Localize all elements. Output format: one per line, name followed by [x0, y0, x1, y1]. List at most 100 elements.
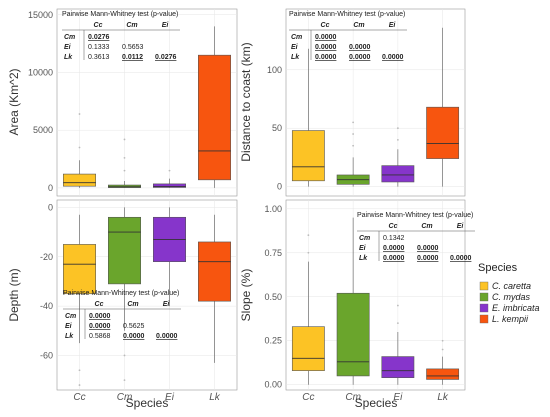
box-body — [198, 241, 232, 302]
pvalue-cell: 0.0000 — [383, 245, 405, 252]
outlier-point — [78, 369, 81, 372]
outlier-point — [78, 113, 81, 115]
x-tick-label: Cc — [302, 392, 314, 403]
pvalue-table-title: Pairwise Mann-Whitney test (p-value) — [357, 212, 473, 219]
pvalue-col-header: Ei — [163, 301, 171, 308]
y-tick-label: 0.75 — [264, 248, 282, 258]
pvalue-table-title: Pairwise Mann-Whitney test (p-value) — [62, 11, 178, 18]
outlier-point — [352, 121, 355, 124]
pvalue-col-header: Cc — [389, 223, 398, 230]
pvalue-cell: 0.5868 — [89, 333, 111, 340]
y-tick-label: 50 — [272, 123, 282, 133]
outlier-point — [168, 169, 171, 172]
outlier-point — [396, 127, 399, 130]
box-Cm — [336, 217, 370, 385]
pvalue-row-label: Cm — [359, 235, 370, 242]
panel-4: 0.00 0.25 0.50 0.75 1.00 Slope (%) Cc Cm Ei Lk Spe… — [239, 199, 475, 410]
box-body — [291, 130, 325, 182]
x-axis-label: Species — [355, 396, 398, 410]
y-axis-label-text: Area (Km — [7, 85, 21, 136]
legend-label: L. kempii — [492, 314, 529, 324]
panel-2: 0 50 100 Distance to coast (km) Pairwise Man… — [239, 8, 466, 197]
x-tick-label: Cm — [345, 392, 361, 403]
pvalue-row-label: Ei — [359, 245, 367, 252]
pvalue-cell: 0.0000 — [349, 44, 371, 51]
outlier-point — [441, 348, 444, 351]
box-body — [108, 216, 142, 285]
pvalue-cell: 0.0000 — [89, 313, 111, 320]
y-axis-label-text: ) — [7, 69, 21, 73]
pvalue-col-header: Ei — [457, 223, 465, 230]
pvalue-row-label: Cm — [65, 313, 76, 320]
box-Cm — [336, 121, 370, 187]
box-Ei — [153, 207, 187, 307]
legend-swatch-Cc — [479, 281, 489, 291]
pvalue-row-label: Ei — [65, 323, 73, 330]
pvalue-cell: 0.0000 — [417, 245, 439, 252]
pvalue-cell: 0.0000 — [349, 54, 371, 61]
pvalue-row-label: Lk — [65, 333, 74, 340]
y-tick-label: 1.00 — [264, 204, 282, 214]
pvalue-cell: 0.5653 — [122, 44, 144, 51]
legend-swatch-Ei — [479, 303, 489, 313]
box-Ei — [381, 127, 415, 187]
box-Lk — [198, 214, 232, 363]
x-tick-label: Cm — [117, 392, 133, 403]
x-axis-label: Species — [126, 396, 169, 410]
pvalue-row-label: Lk — [359, 255, 368, 262]
x-tick-label: Lk — [437, 392, 449, 403]
outlier-point — [396, 304, 399, 307]
outlier-point — [78, 146, 81, 149]
outlier-point — [123, 169, 126, 172]
pvalue-row-label: Cm — [64, 34, 75, 41]
y-tick-label: 0.50 — [264, 292, 282, 302]
pvalue-row-label: Ei — [291, 44, 299, 51]
outlier-point — [307, 251, 310, 254]
outlier-point — [123, 138, 126, 141]
pvalue-cell: 0.0000 — [417, 255, 439, 262]
box-Ei — [381, 304, 415, 385]
box-Cm — [108, 207, 142, 382]
y-axis-label: Depth (m) — [7, 268, 21, 321]
box-body — [153, 183, 187, 188]
outlier-point — [441, 339, 444, 342]
pvalue-col-header: Ei — [162, 22, 170, 29]
y-tick-label: 15000 — [28, 10, 53, 20]
box-body — [381, 165, 415, 183]
y-axis-label-text: ^2 — [7, 72, 21, 85]
outlier-point — [123, 157, 126, 159]
legend-title: Species — [478, 262, 518, 274]
x-tick-label: Lk — [209, 392, 221, 403]
pvalue-cell: 0.0000 — [123, 333, 145, 340]
box-body — [426, 368, 460, 380]
pvalue-cell: 0.0000 — [382, 54, 404, 61]
y-tick-label: 0.25 — [264, 336, 282, 346]
pvalue-col-header: Cm — [421, 223, 432, 230]
y-tick-label: 0 — [48, 183, 53, 193]
x-tick-label: Cc — [73, 392, 85, 403]
legend-swatch-Lk — [479, 314, 489, 324]
pvalue-cell: 0.0276 — [155, 54, 177, 61]
box-body — [336, 292, 370, 377]
y-tick-label: -40 — [40, 301, 53, 311]
pvalue-cell: 0.1342 — [383, 235, 405, 242]
y-axis-label: Slope (%) — [239, 269, 253, 322]
pvalue-col-header: Cc — [95, 301, 104, 308]
pvalue-cell: 0.0000 — [315, 54, 337, 61]
box-body — [426, 106, 460, 159]
pvalue-col-header: Cm — [127, 301, 138, 308]
pvalue-table-title: Pairwise Mann-Whitney test (p-value) — [63, 290, 179, 297]
box-body — [198, 54, 232, 181]
y-axis-label: Area (Km^2) — [7, 69, 21, 136]
box-body — [62, 173, 97, 187]
pvalue-cell: 0.0000 — [156, 333, 178, 340]
y-tick-label: 100 — [267, 65, 282, 75]
box-Lk — [426, 339, 460, 385]
pvalue-table: Pairwise Mann-Whitney test (p-value) Cc Cm… — [357, 212, 475, 262]
box-Cm — [108, 138, 142, 188]
pvalue-cell: 0.0000 — [315, 34, 337, 41]
pvalue-col-header: Cc — [321, 22, 330, 29]
legend-label: E. imbricata — [492, 303, 540, 313]
panel-1: 0 5000 10000 15000 Area (Km^2) Pairwise Mann-… — [7, 8, 238, 197]
